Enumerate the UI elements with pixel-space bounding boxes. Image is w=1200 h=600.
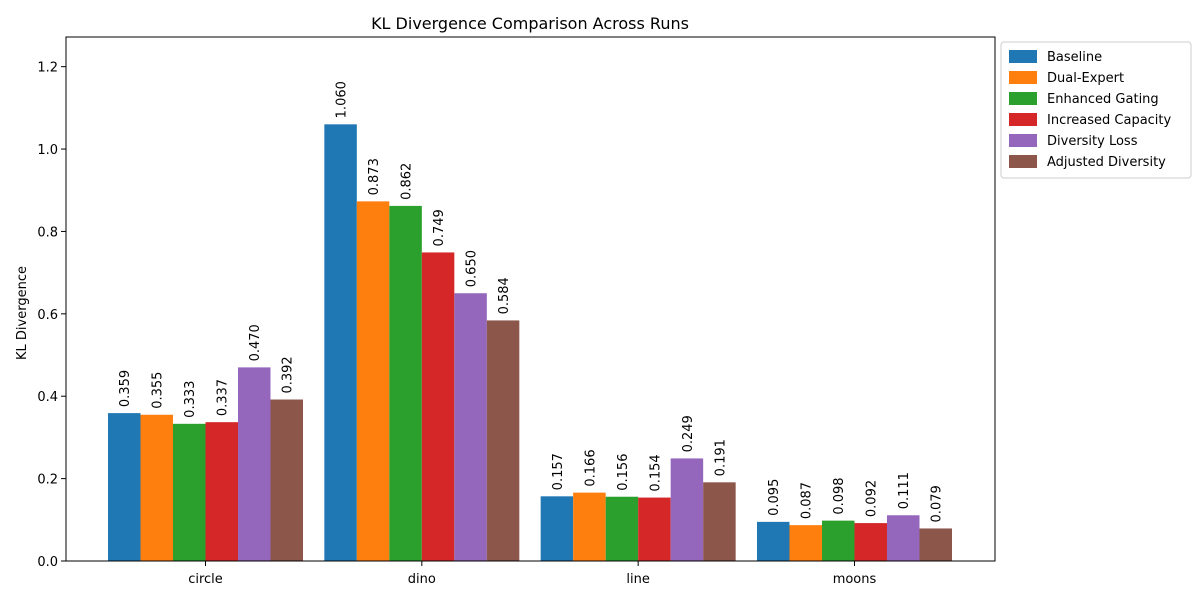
bar-value-label: 0.749 <box>432 209 447 246</box>
bar-value-label: 0.166 <box>583 449 598 486</box>
x-tick-label: dino <box>408 572 436 587</box>
bar-value-label: 0.650 <box>465 250 480 287</box>
bar <box>605 496 639 561</box>
bar-value-label: 0.584 <box>497 277 512 314</box>
bar-value-label: 0.156 <box>616 454 631 491</box>
bar-value-label: 0.111 <box>897 472 912 509</box>
bar <box>356 201 390 561</box>
bar-value-label: 0.157 <box>551 453 566 490</box>
bar-value-label: 0.355 <box>151 372 166 409</box>
bar <box>638 497 671 561</box>
bar-value-label: 1.060 <box>335 81 350 118</box>
bar-value-label: 0.470 <box>248 324 263 361</box>
bar <box>140 414 173 561</box>
bar-value-label: 0.862 <box>400 163 415 200</box>
bar <box>821 520 855 561</box>
bar <box>486 320 520 561</box>
legend: Baseline Dual-Expert Enhanced Gating Increa… <box>1000 41 1192 179</box>
bar <box>173 423 206 561</box>
bar-value-label: 0.079 <box>930 485 945 522</box>
chart-title: KL Divergence Comparison Across Runs <box>371 14 689 33</box>
y-tick-label: 0.2 <box>37 473 58 488</box>
bar <box>108 413 141 561</box>
bar-value-label: 0.337 <box>216 379 231 416</box>
legend-entry-label: Diversity Loss <box>1047 134 1138 149</box>
legend-entry-label: Adjusted Diversity <box>1047 155 1166 170</box>
bar <box>454 293 487 561</box>
bar-value-label: 0.191 <box>713 439 728 476</box>
bar-value-label: 0.098 <box>832 477 847 514</box>
bar-value-label: 0.092 <box>865 480 880 517</box>
bar <box>324 124 357 561</box>
bar-value-label: 0.333 <box>183 381 198 418</box>
x-tick-label: line <box>626 572 649 587</box>
bar <box>919 528 952 561</box>
legend-entry-label: Baseline <box>1047 50 1102 65</box>
legend-swatch <box>1009 134 1037 147</box>
bar <box>703 482 736 561</box>
plot-area: 0.0 0.2 0.4 0.6 0.8 1.0 1.2 circle 0.359 0.355 0.3… <box>37 61 952 587</box>
legend-box <box>1000 41 1192 179</box>
x-tick-label: moons <box>833 572 877 587</box>
plot-frame <box>65 36 996 562</box>
legend-swatch <box>1009 113 1037 126</box>
y-tick-label: 1.2 <box>37 61 58 76</box>
bar <box>270 399 303 561</box>
legend-swatch <box>1009 50 1037 63</box>
x-tick-label: circle <box>188 572 223 587</box>
bar <box>573 492 606 561</box>
bar-value-label: 0.359 <box>118 370 133 407</box>
bar-value-label: 0.154 <box>648 454 663 491</box>
bar <box>854 523 887 561</box>
legend-swatch <box>1009 71 1037 84</box>
bar-value-label: 0.392 <box>281 356 296 393</box>
legend-swatch <box>1009 155 1037 168</box>
bar <box>205 422 238 561</box>
bar <box>756 521 790 561</box>
bar <box>389 205 422 562</box>
bar-value-label: 0.873 <box>367 158 382 195</box>
y-axis-label: KL Divergence <box>15 266 30 360</box>
bar <box>540 496 574 561</box>
bar <box>238 367 271 561</box>
legend-entry-label: Increased Capacity <box>1047 113 1172 128</box>
bar-value-label: 0.095 <box>767 479 782 516</box>
y-tick-label: 0.6 <box>37 308 58 323</box>
legend-entry-label: Dual-Expert <box>1047 71 1124 86</box>
y-tick-label: 0.4 <box>37 390 58 405</box>
bar-value-label: 0.087 <box>800 482 815 519</box>
y-tick-label: 0.0 <box>37 555 58 570</box>
y-tick-label: 1.0 <box>37 143 58 158</box>
legend-swatch <box>1009 92 1037 105</box>
bar <box>886 515 920 561</box>
bar <box>421 252 455 561</box>
bar-value-label: 0.249 <box>681 415 696 452</box>
bar <box>670 458 704 561</box>
y-tick-label: 0.8 <box>37 225 58 240</box>
bar <box>789 525 822 561</box>
legend-entry-label: Enhanced Gating <box>1047 92 1159 107</box>
